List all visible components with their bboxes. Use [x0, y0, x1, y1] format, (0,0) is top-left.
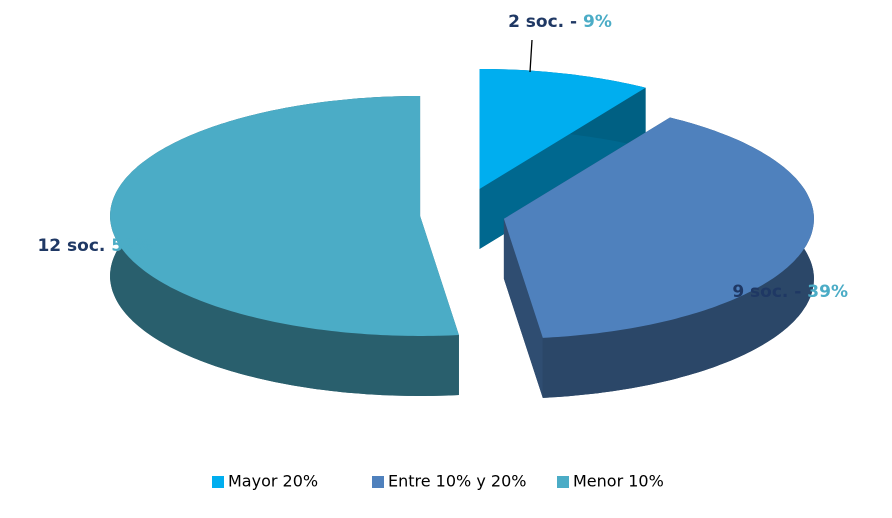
value-label: 52% — [111, 236, 152, 256]
count-label: 2 soc. - — [508, 12, 577, 32]
pie-slice — [503, 117, 814, 338]
count-label: 9 soc. - — [732, 282, 801, 302]
data-label: 2 soc. - 9% — [508, 12, 612, 32]
legend-swatch — [557, 476, 569, 488]
data-label: 12 soc. 52% — [37, 236, 152, 256]
legend-swatch — [212, 476, 224, 488]
legend-label: Mayor 20% — [228, 472, 318, 491]
pie-slice — [110, 96, 459, 336]
pie-slice — [479, 69, 646, 189]
value-label: 39% — [807, 282, 848, 302]
data-label: 9 soc. - 39% — [732, 282, 848, 302]
leader-line — [529, 39, 533, 73]
slice-side — [503, 218, 543, 398]
legend-label: Menor 10% — [573, 472, 664, 491]
count-label: 12 soc. — [37, 236, 105, 256]
legend-swatch — [372, 476, 384, 488]
legend-label: Entre 10% y 20% — [388, 472, 526, 491]
value-label: 9% — [583, 12, 612, 32]
